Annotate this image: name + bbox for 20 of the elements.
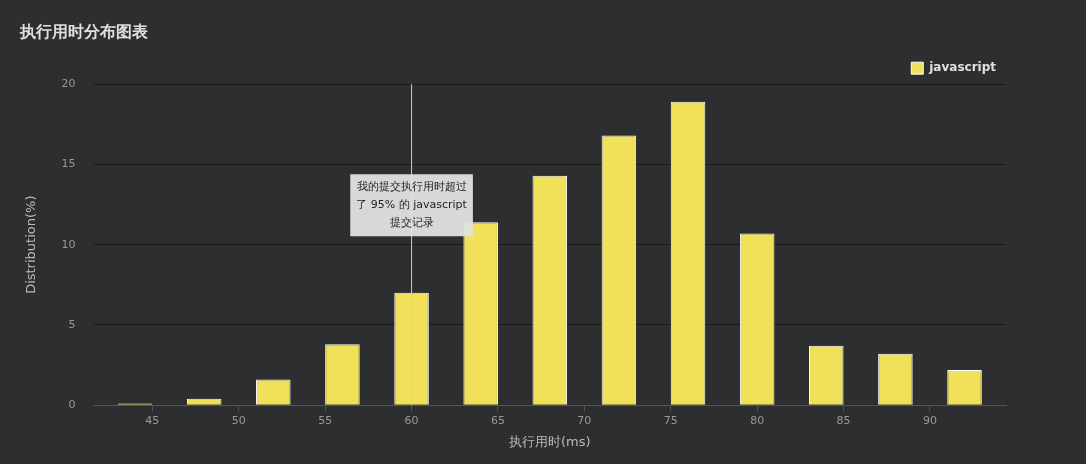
y-tick-label: 5 bbox=[68, 317, 76, 331]
x-axis-title: 执行用时(ms) bbox=[509, 433, 591, 449]
legend-label: javascript bbox=[928, 60, 997, 75]
x-tick-label: 70 bbox=[577, 413, 592, 427]
x-tick-label: 90 bbox=[922, 413, 937, 427]
y-tick-label: 10 bbox=[61, 237, 76, 251]
chart-title: 执行用时分布图表 bbox=[19, 21, 149, 41]
y-tick-label: 15 bbox=[61, 157, 76, 171]
x-tick-label: 45 bbox=[145, 413, 160, 427]
y-tick-label: 20 bbox=[61, 77, 76, 91]
x-tick-label: 75 bbox=[663, 413, 678, 427]
y-tick-label: 0 bbox=[68, 398, 76, 412]
y-axis-title: Distribution(%) bbox=[23, 195, 39, 294]
x-tick-label: 50 bbox=[231, 413, 246, 427]
x-tick-label: 65 bbox=[490, 413, 505, 427]
x-tick-label: 55 bbox=[318, 413, 333, 427]
ref-line-label: 我的提交执行用时超过了 95% 的 javascript 提交记录 bbox=[356, 180, 468, 230]
x-tick-label: 60 bbox=[404, 413, 419, 427]
x-tick-label: 85 bbox=[836, 413, 851, 427]
x-tick-label: 80 bbox=[750, 413, 765, 427]
